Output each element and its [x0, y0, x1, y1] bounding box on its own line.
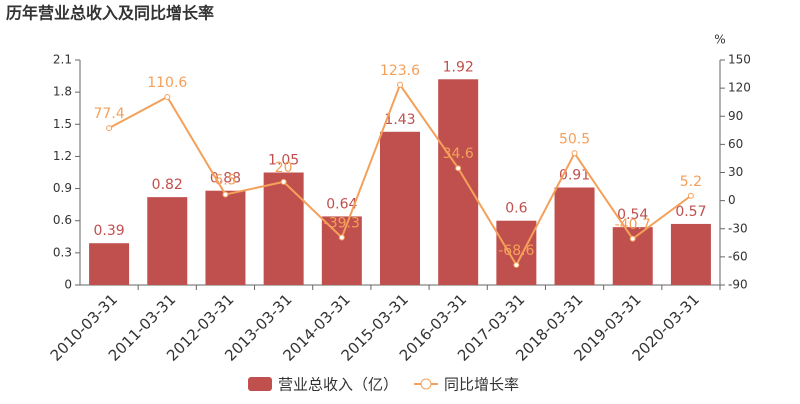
legend-swatch [248, 377, 272, 391]
line-value-label: 123.6 [380, 63, 420, 79]
y-tick-label: 0 [64, 278, 72, 292]
bar [263, 172, 304, 285]
bar-value-label: 0.64 [326, 196, 357, 212]
y-tick-label: 1.8 [53, 85, 72, 99]
line-value-label: 110.6 [147, 75, 187, 91]
bar-value-label: 0.82 [152, 177, 183, 193]
y-tick-label: 1.5 [53, 117, 72, 131]
bar-value-label: 0.57 [675, 204, 706, 220]
line-value-label: 34.6 [443, 146, 474, 162]
y2-tick-label: 0 [728, 193, 736, 207]
chart-title: 历年营业总收入及同比增长率 [6, 4, 214, 23]
bar-value-label: 0.54 [617, 207, 648, 223]
bar [147, 197, 188, 285]
y2-tick-label: 120 [728, 81, 751, 95]
bar [438, 79, 479, 286]
line-point [513, 261, 520, 268]
y2-tick-label: -30 [728, 221, 748, 235]
line-point [455, 165, 462, 172]
line-point [629, 235, 636, 242]
line-point [571, 150, 578, 157]
bar [670, 223, 711, 285]
y2-unit: % [714, 33, 725, 47]
line-value-label: -39.3 [324, 215, 360, 231]
y2-tick-label: 60 [728, 137, 743, 151]
bar [89, 243, 130, 285]
bar-value-label: 1.43 [384, 112, 415, 128]
bar [554, 187, 595, 285]
y2-tick-label: -90 [728, 278, 748, 292]
line-point [106, 125, 113, 132]
line-value-label: 6.5 [214, 173, 236, 189]
bar-value-label: 1.92 [443, 59, 474, 75]
bar-value-label: 1.05 [268, 153, 299, 169]
line-value-label: 50.5 [559, 131, 590, 147]
line-value-label: 20 [275, 160, 293, 176]
line-point [338, 234, 345, 241]
line-value-label: -40.7 [615, 217, 651, 233]
y-tick-label: 0.6 [53, 213, 72, 227]
bar-value-label: 0.39 [94, 223, 125, 239]
bar [321, 216, 362, 285]
y-tick-label: 1.2 [53, 149, 72, 163]
bar [205, 190, 246, 285]
line-value-label: 5.2 [680, 174, 702, 190]
y-tick-label: 2.1 [53, 53, 72, 67]
bar [496, 220, 537, 285]
line-point [222, 191, 229, 198]
line-point [164, 93, 171, 100]
legend-label: 同比增长率 [444, 376, 519, 394]
legend-swatch [420, 378, 432, 390]
y2-tick-label: 90 [728, 109, 743, 123]
line-value-label: 77.4 [94, 106, 125, 122]
line-point [397, 81, 403, 88]
y-tick-label: 0.9 [53, 181, 72, 195]
line-value-label: -68.6 [498, 243, 534, 259]
bar-value-label: 0.6 [505, 201, 527, 217]
bar-value-label: 0.91 [559, 168, 590, 184]
line-point [280, 178, 287, 185]
y2-tick-label: 150 [728, 53, 751, 67]
y-tick-label: 0.3 [53, 245, 72, 259]
y2-tick-label: -60 [728, 249, 748, 263]
line-point [687, 192, 694, 199]
y2-tick-label: 30 [728, 165, 743, 179]
bar [380, 131, 420, 285]
legend-label: 营业总收入（亿） [278, 376, 398, 394]
